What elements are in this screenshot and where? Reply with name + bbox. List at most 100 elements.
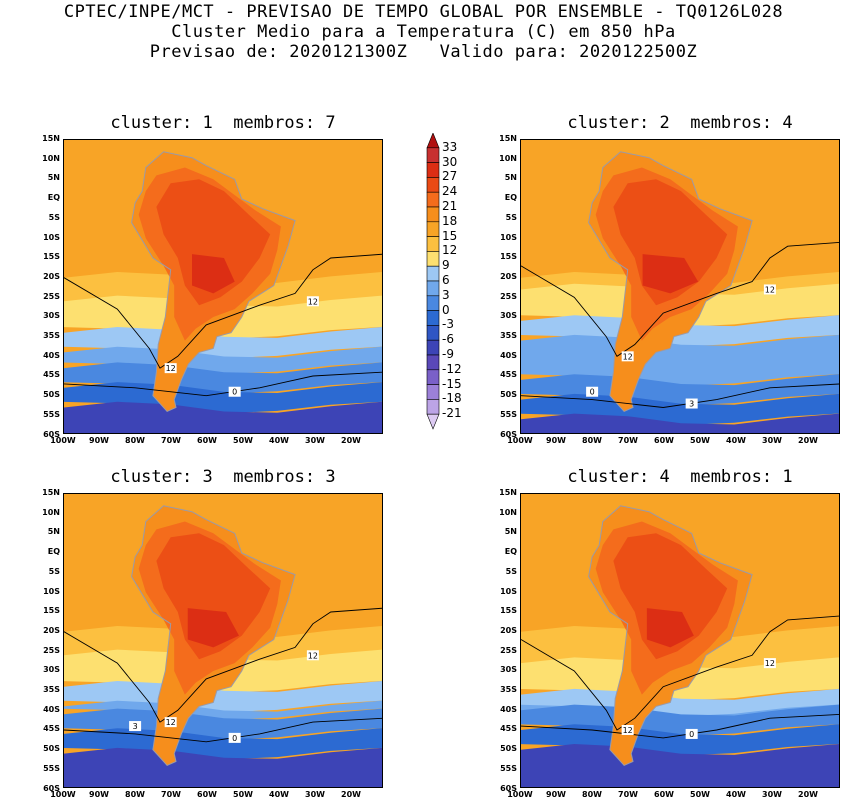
lon-tick-label: 60W <box>197 436 217 445</box>
lon-tick-label: 40W <box>269 790 289 799</box>
contour-label-bg <box>129 721 142 732</box>
lat-tick-label: 25S <box>43 291 60 301</box>
lat-tick-label: 5S <box>48 566 60 576</box>
contour-label-bg <box>228 732 241 743</box>
lat-tick-label: 45S <box>500 370 517 380</box>
lat-tick-label: 5S <box>48 212 60 222</box>
lat-tick-label: 30S <box>43 311 60 321</box>
lat-tick-label: 15S <box>43 606 60 616</box>
lat-tick-label: 40S <box>43 350 60 360</box>
contour-label-bg <box>763 284 776 295</box>
lat-tick-label: 30S <box>43 665 60 675</box>
colorbar-swatch <box>426 265 440 282</box>
map-svg: 12 12 0 <box>64 140 382 433</box>
lat-tick-label: 25S <box>500 291 517 301</box>
colorbar-level-label: 18 <box>442 213 458 228</box>
colorbar-swatch <box>426 339 440 356</box>
lat-tick-label: 10S <box>43 586 60 596</box>
contour-label: 12 <box>166 364 176 373</box>
lon-tick-label: 60W <box>654 790 674 799</box>
contour-label-bg <box>306 650 319 661</box>
lon-tick-label: 100W <box>50 436 76 445</box>
lat-tick-label: 35S <box>43 331 60 340</box>
continent-hotter <box>156 179 271 306</box>
lon-tick-label: 70W <box>618 436 638 445</box>
contour-label: 12 <box>308 297 318 306</box>
colorbar-swatch <box>426 133 440 149</box>
lon-tick-label: 20W <box>798 436 818 445</box>
band-3-6 <box>64 700 382 721</box>
colorbar-swatch <box>426 399 440 415</box>
header-title-line2: Cluster Medio para a Temperatura (C) em … <box>171 22 676 42</box>
map-panel-1: 12 12 0 <box>63 139 383 434</box>
colorbar-level-label: 24 <box>442 184 458 199</box>
lon-tick-label: 90W <box>89 790 109 799</box>
colorbar-swatch <box>426 384 440 400</box>
continent-hottest <box>187 608 239 648</box>
lat-tick-label: 55S <box>43 409 60 419</box>
lat-tick-label: 10N <box>499 507 517 517</box>
lat-tick-label: 60S <box>500 429 517 439</box>
colorbar-swatch <box>426 354 440 371</box>
colorbar-level-label: -6 <box>442 332 454 347</box>
contour-label-bg <box>685 728 698 739</box>
contour-12 <box>64 607 382 723</box>
lon-tick-label: 50W <box>233 436 253 445</box>
lon-tick-label: 30W <box>762 790 782 799</box>
colorbar-level-label: -15 <box>442 376 462 391</box>
colorbar-level-label: 0 <box>442 302 450 317</box>
lat-tick-label: 10S <box>500 586 517 596</box>
map-panel-2: 12 12 3 0 <box>520 139 840 434</box>
coastline <box>588 505 753 767</box>
lat-tick-label: 15N <box>42 134 60 143</box>
continent-hotter <box>613 179 728 306</box>
lon-tick-label: 20W <box>798 790 818 799</box>
colorbar-level-label: 30 <box>442 154 458 169</box>
lat-tick-label: 10N <box>42 507 60 517</box>
lon-tick-label: 40W <box>726 790 746 799</box>
lat-tick-label: 55S <box>43 763 60 773</box>
lat-tick-label: 35S <box>43 685 60 694</box>
colorbar-swatch <box>426 310 440 326</box>
contour-label: 12 <box>623 352 633 361</box>
lat-tick-label: 15S <box>500 252 517 262</box>
contour-label-bg <box>586 386 599 397</box>
contour-label: 12 <box>308 651 318 660</box>
lat-tick-label: 60S <box>500 783 517 793</box>
lat-tick-label: 20S <box>43 625 60 635</box>
contour-label: 0 <box>689 730 694 739</box>
lat-tick-label: 5N <box>504 173 517 183</box>
colorbar-swatch <box>426 147 440 163</box>
colorbar-level-label: 12 <box>442 243 458 258</box>
lat-tick-label: 55S <box>500 409 517 419</box>
contour-12 <box>64 253 382 369</box>
lon-tick-label: 70W <box>161 436 181 445</box>
contour-label-bg <box>685 398 698 409</box>
panel-title-1: cluster: 1 membros: 7 <box>110 113 336 133</box>
map-svg: 12 12 0 3 <box>64 494 382 787</box>
lat-tick-label: 40S <box>43 704 60 714</box>
lat-tick-label: 60S <box>43 429 60 439</box>
colorbar-swatch <box>426 251 440 267</box>
lat-tick-label: 5N <box>47 527 60 537</box>
lon-tick-label: 80W <box>582 436 602 445</box>
lat-tick-label: 10N <box>499 153 517 163</box>
lon-tick-label: 30W <box>762 436 782 445</box>
colorbar-swatch <box>426 177 440 193</box>
lat-tick-label: 15N <box>499 488 517 497</box>
lon-tick-label: 100W <box>507 436 533 445</box>
header-title-line3: Previsao de: 2020121300Z Valido para: 20… <box>149 42 698 62</box>
lat-tick-label: 50S <box>43 390 60 400</box>
colorbar-swatch <box>426 280 440 297</box>
contour-label-bg <box>621 351 634 362</box>
lat-tick-label: 50S <box>500 744 517 754</box>
lat-tick-label: 40S <box>500 704 517 714</box>
lat-tick-label: 15N <box>42 488 60 497</box>
contour-label: 12 <box>623 726 633 735</box>
lat-tick-label: 50S <box>500 390 517 400</box>
contour-label: 0 <box>232 734 237 743</box>
lat-tick-label: 60S <box>43 783 60 793</box>
contour-label-bg <box>164 717 177 728</box>
lon-tick-label: 30W <box>305 790 325 799</box>
lat-tick-label: EQ <box>504 547 517 557</box>
